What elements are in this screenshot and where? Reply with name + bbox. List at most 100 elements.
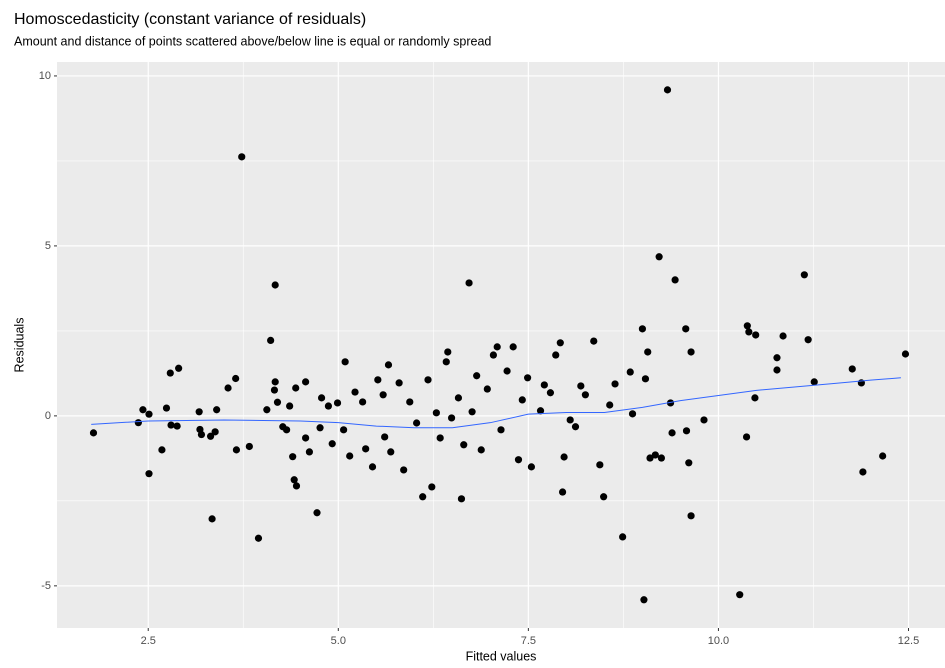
point: [590, 337, 598, 345]
x-tick-label: 10.0: [708, 635, 729, 647]
point: [424, 376, 432, 384]
point: [465, 279, 473, 287]
point: [600, 493, 608, 501]
point: [208, 515, 216, 523]
point: [560, 453, 568, 461]
point: [89, 429, 98, 437]
point: [879, 452, 887, 460]
point: [671, 276, 679, 284]
point: [292, 482, 301, 490]
point: [641, 375, 650, 383]
point: [346, 452, 354, 460]
smooth-line: [91, 377, 901, 429]
point: [158, 446, 166, 454]
point: [167, 421, 175, 429]
point: [305, 448, 314, 456]
point: [374, 376, 382, 384]
point: [901, 350, 910, 358]
point: [489, 351, 497, 359]
point: [195, 408, 203, 416]
x-tick-label: 2.5: [141, 635, 156, 647]
point: [606, 401, 614, 409]
point: [340, 426, 348, 434]
point: [800, 271, 808, 279]
point: [657, 454, 666, 462]
point: [139, 406, 147, 414]
point: [368, 463, 377, 471]
point: [362, 445, 370, 453]
point: [381, 433, 389, 441]
point: [384, 361, 393, 369]
point: [270, 386, 279, 394]
point: [666, 399, 675, 407]
point: [509, 343, 517, 351]
point: [245, 442, 253, 451]
point: [289, 453, 297, 461]
point: [145, 470, 153, 478]
y-axis-label: Residuals: [12, 318, 26, 373]
point: [638, 325, 647, 333]
point: [213, 406, 221, 414]
point: [558, 488, 567, 496]
point: [413, 419, 421, 427]
point: [283, 426, 291, 434]
y-tick-label: 10: [39, 70, 51, 82]
point: [454, 394, 463, 402]
point: [619, 533, 627, 541]
point: [503, 367, 511, 375]
point: [497, 426, 505, 434]
point: [473, 372, 481, 380]
point: [751, 394, 759, 402]
point: [524, 374, 532, 382]
point: [742, 433, 751, 441]
point: [640, 596, 648, 604]
point: [682, 325, 690, 333]
x-tick-label: 7.5: [521, 635, 536, 647]
point: [351, 388, 359, 396]
point: [687, 512, 695, 520]
point: [685, 459, 693, 467]
point: [333, 399, 342, 407]
point: [273, 398, 282, 406]
point: [736, 591, 744, 599]
point: [493, 343, 501, 351]
plot-panel: [57, 62, 945, 628]
point: [546, 389, 555, 397]
y-tick-label: -5: [41, 580, 51, 592]
point: [271, 281, 279, 289]
point: [444, 348, 452, 356]
point: [238, 153, 246, 161]
point: [651, 451, 659, 459]
point: [271, 378, 279, 386]
point: [292, 384, 300, 392]
point: [644, 348, 652, 356]
point: [447, 414, 456, 422]
point: [197, 430, 206, 439]
point: [313, 509, 321, 517]
point: [232, 374, 240, 383]
point: [682, 427, 691, 435]
point: [134, 419, 142, 427]
point: [628, 410, 637, 418]
point: [162, 404, 171, 412]
point: [571, 423, 580, 431]
point: [581, 391, 589, 399]
point: [566, 416, 574, 424]
point: [206, 432, 215, 440]
point: [324, 402, 333, 410]
point: [752, 331, 760, 339]
point: [442, 358, 450, 366]
point: [626, 368, 634, 376]
point: [527, 463, 536, 471]
point: [536, 407, 545, 415]
point: [359, 398, 367, 406]
point: [779, 332, 787, 340]
point: [773, 354, 781, 362]
point: [145, 410, 153, 418]
point: [700, 416, 708, 424]
point: [655, 253, 663, 261]
point: [395, 379, 403, 387]
point: [317, 394, 326, 402]
chart-title: Homoscedasticity (constant variance of r…: [14, 11, 366, 28]
point: [556, 339, 564, 347]
